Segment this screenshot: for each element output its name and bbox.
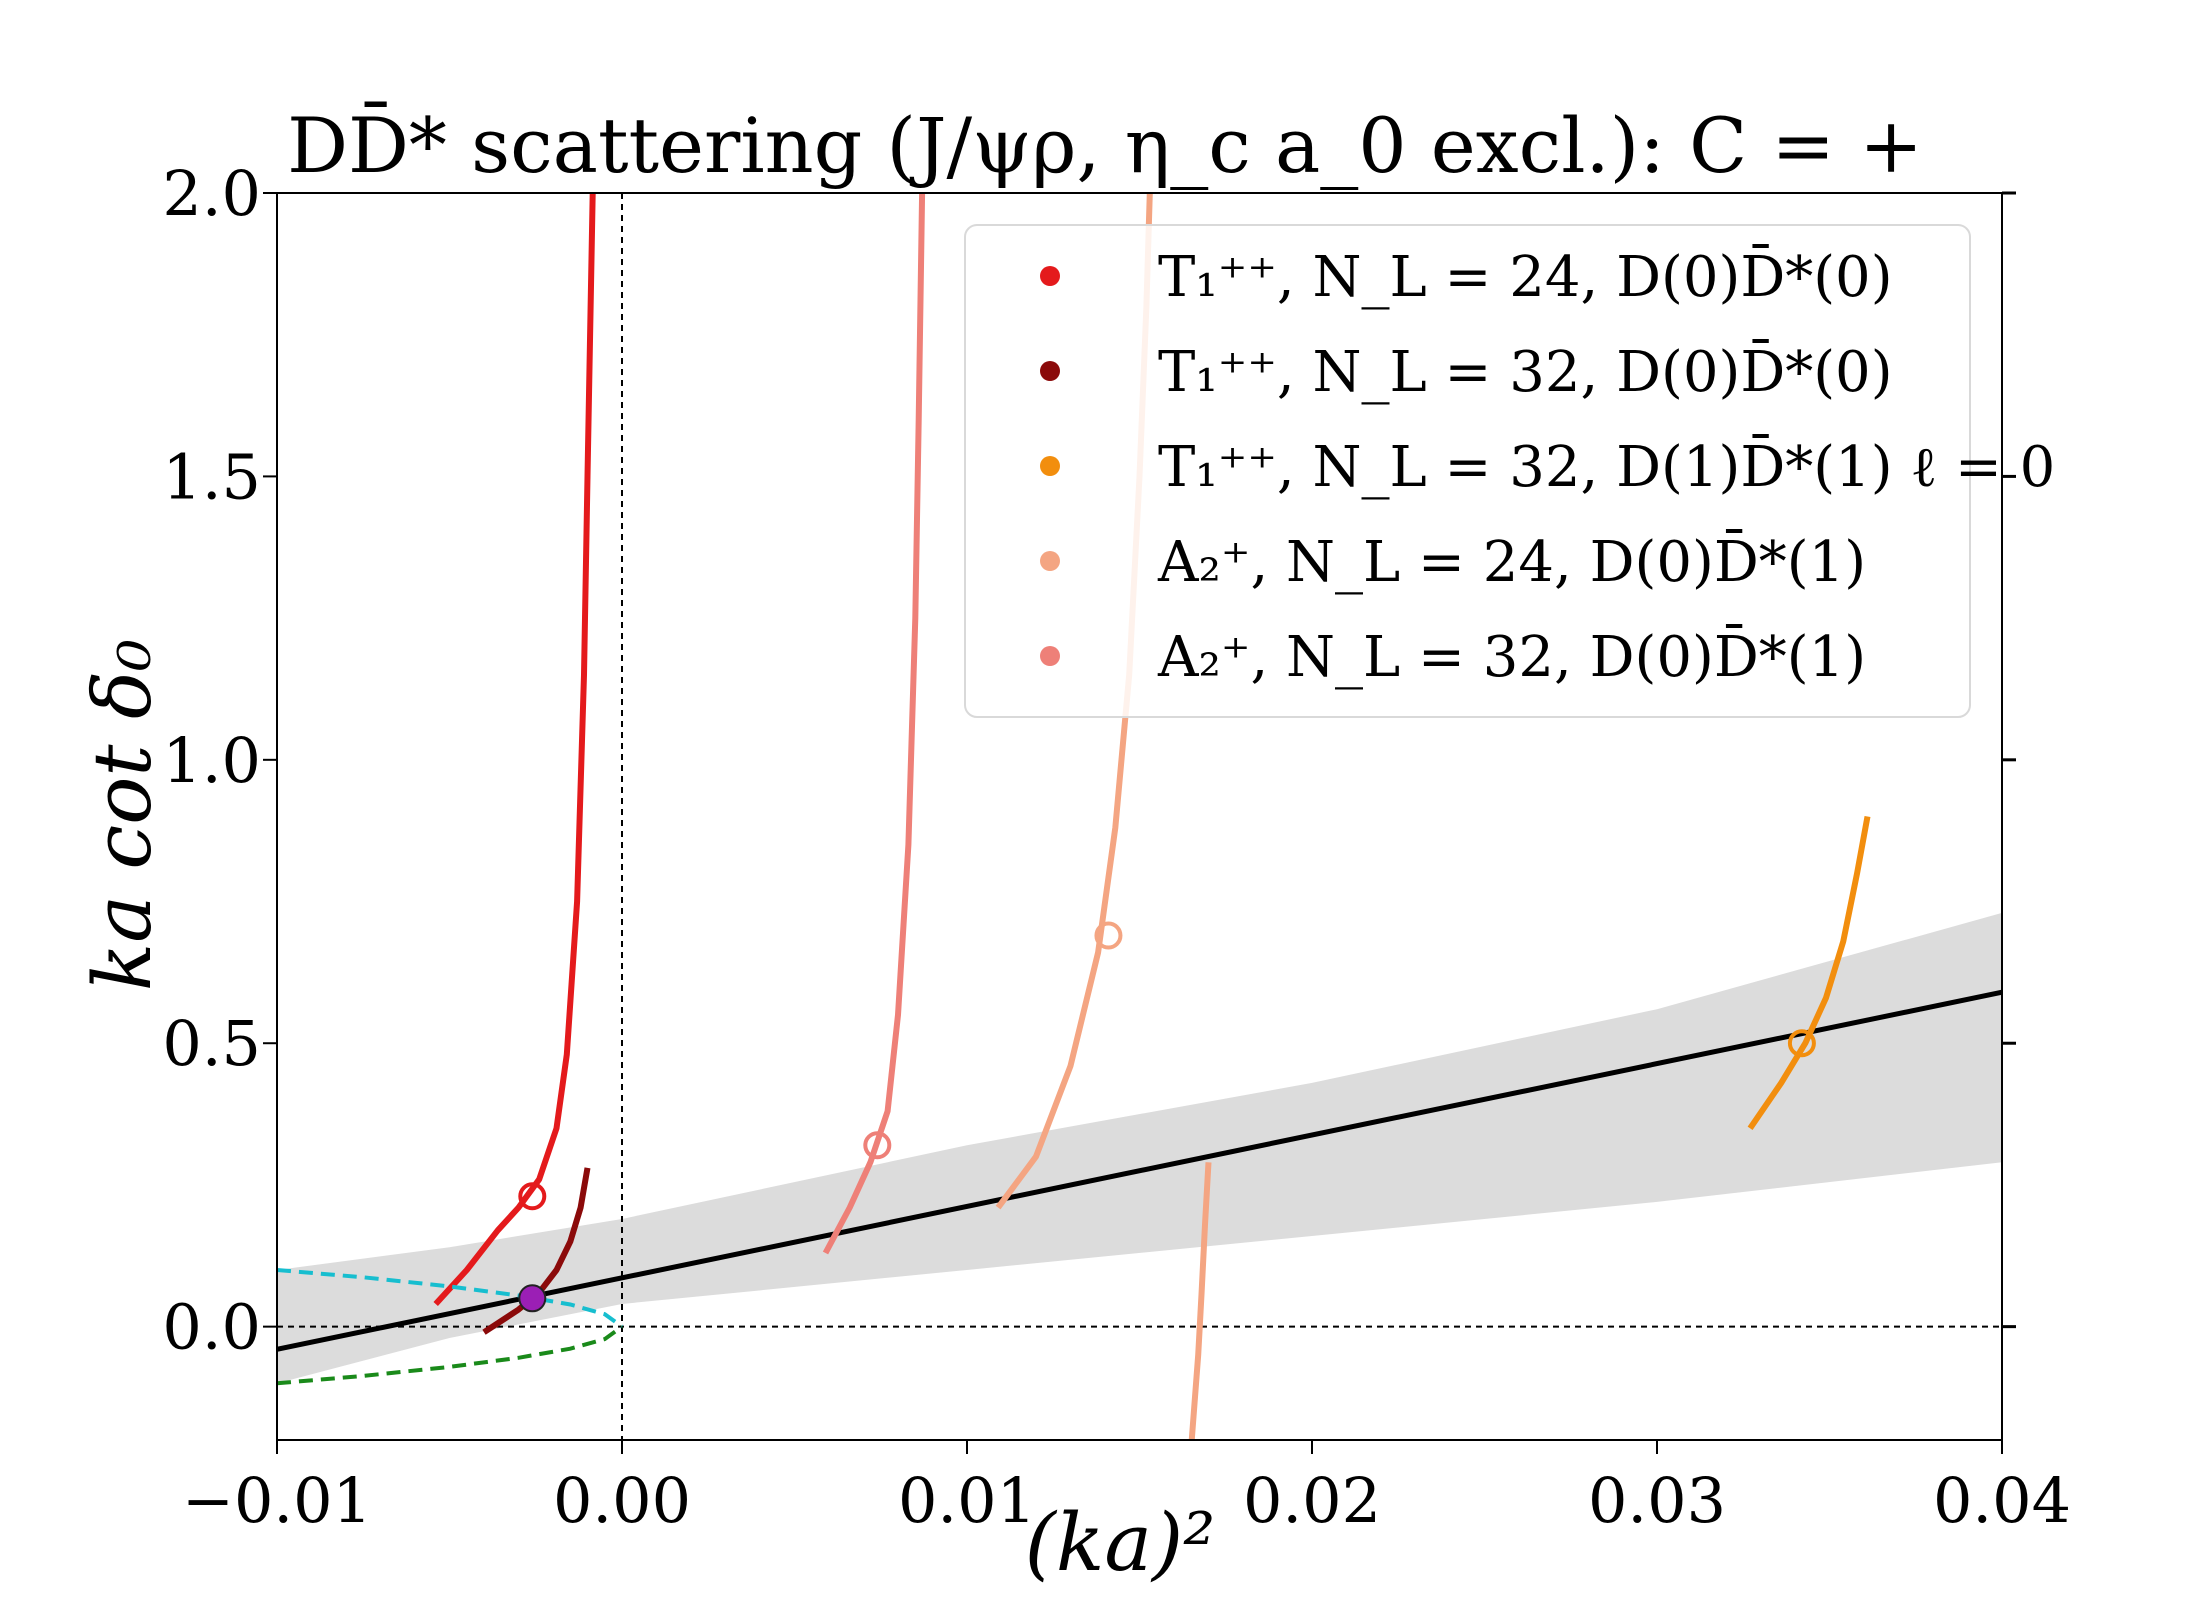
y-tick-label-2: 1.0 xyxy=(162,724,261,797)
series-curve-2 xyxy=(1747,815,1871,1130)
open-marker-0 xyxy=(518,1182,547,1211)
x-tick-label-1: 0.00 xyxy=(553,1464,691,1537)
legend-marker-1 xyxy=(1040,361,1060,381)
pole-marker xyxy=(518,1284,547,1313)
fit-error-band xyxy=(277,912,2002,1384)
open-marker-2 xyxy=(1094,921,1123,950)
y-tick-label-4: 2.0 xyxy=(162,157,261,230)
fit-line-layer xyxy=(277,989,2002,1352)
series-curve-5 xyxy=(822,193,926,1255)
legend-label-4: A₂⁺, N_L = 32, D(0)D̄*(1) xyxy=(1157,623,1866,690)
x-tick-label-4: 0.03 xyxy=(1588,1464,1726,1537)
legend-marker-3 xyxy=(1040,551,1060,571)
x-tick-label-3: 0.02 xyxy=(1243,1464,1381,1537)
plot-frame xyxy=(276,192,2003,1441)
x-axis-label: (ka)² xyxy=(1025,1496,1216,1589)
legend-label-1: T₁⁺⁺, N_L = 32, D(0)D̄*(0) xyxy=(1158,338,1893,405)
y-tick-label-3: 1.5 xyxy=(162,440,261,513)
legend-box xyxy=(964,224,1971,718)
dashed-curve-1 xyxy=(277,1324,624,1386)
fit-error-band-layer xyxy=(277,912,2002,1384)
open-marker-3 xyxy=(1787,1029,1816,1058)
markers-layer xyxy=(518,921,1816,1313)
reference-lines-layer xyxy=(277,193,2002,1440)
legend-entries: T₁⁺⁺, N_L = 24, D(0)D̄*(0) T₁⁺⁺, N_L = 32… xyxy=(1040,243,2055,690)
legend: T₁⁺⁺, N_L = 24, D(0)D̄*(0) T₁⁺⁺, N_L = 32… xyxy=(964,224,2055,718)
series-curve-1 xyxy=(482,1167,591,1335)
dashed-curves-layer xyxy=(277,1268,624,1386)
legend-marker-2 xyxy=(1040,456,1060,476)
x-tick-label-2: 0.01 xyxy=(898,1464,1036,1537)
legend-label-2: T₁⁺⁺, N_L = 32, D(1)D̄*(1) ℓ = 0 xyxy=(1158,433,2055,500)
y-tick-label-1: 0.5 xyxy=(162,1007,261,1080)
legend-label-0: T₁⁺⁺, N_L = 24, D(0)D̄*(0) xyxy=(1158,243,1893,310)
open-marker-1 xyxy=(863,1131,892,1160)
dashed-curve-0 xyxy=(277,1268,624,1329)
y-tick-label-0: 0.0 xyxy=(162,1291,261,1364)
fit-line xyxy=(277,989,2002,1352)
x-tick-label-0: −0.01 xyxy=(182,1464,372,1537)
y-axis-label: ka cot δ₀ xyxy=(76,639,169,991)
series-curve-0 xyxy=(433,193,596,1307)
series-curve-4 xyxy=(1188,1162,1212,1440)
ticks-layer: −0.01 0.00 0.01 0.02 0.03 0.04 0.0 0.5 1.0 1.5 2.0 xyxy=(162,157,2071,1537)
chart-title: DD̄* scattering (J/ψρ, η_c a_0 excl.): C… xyxy=(287,100,1923,190)
legend-marker-4 xyxy=(1040,646,1060,666)
legend-marker-0 xyxy=(1040,266,1060,286)
legend-label-3: A₂⁺, N_L = 24, D(0)D̄*(1) xyxy=(1157,528,1866,595)
x-tick-label-5: 0.04 xyxy=(1933,1464,2071,1537)
